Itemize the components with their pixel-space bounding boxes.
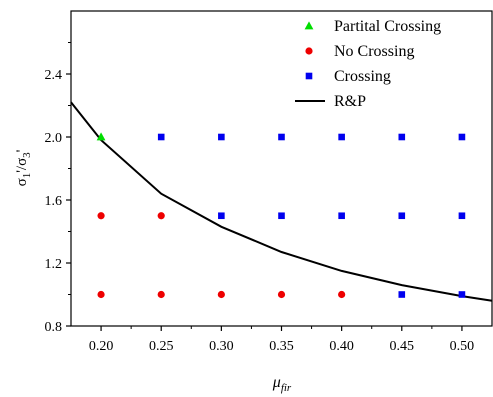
y-tick-label: 2.4 (45, 68, 63, 83)
x-tick-label: 0.20 (89, 339, 114, 354)
circle-data-point (217, 290, 225, 299)
square-data-point (278, 212, 285, 220)
y-tick-label: 0.8 (45, 320, 63, 335)
x-tick-label: 0.35 (269, 339, 294, 354)
x-tick-label: 0.40 (329, 339, 354, 354)
y-axis: 0.8 1.2 1.6 2.0 2.4 (45, 42, 71, 335)
legend-label: No Crossing (334, 43, 414, 60)
square-data-point (338, 133, 345, 141)
square-data-point (278, 133, 285, 141)
y-tick-label: 1.2 (45, 257, 63, 272)
square-data-point (458, 212, 466, 220)
y-tick-label: 2.0 (45, 131, 63, 146)
legend-triangle-symbol (304, 21, 314, 30)
circle-data-point (97, 212, 105, 220)
square-data-point (218, 212, 225, 220)
circle-data-point (157, 290, 165, 299)
square-data-point (338, 212, 345, 220)
circle-data-point (157, 212, 165, 220)
circle-data-point (97, 290, 105, 299)
x-tick-label: 0.30 (209, 339, 234, 354)
x-tick-label: 0.25 (149, 339, 174, 354)
x-tick-label: 0.45 (390, 339, 415, 354)
y-tick-label: 1.6 (45, 194, 63, 209)
square-data-point (398, 291, 406, 298)
circle-data-point (338, 290, 346, 299)
y-axis-title: σ1'/σ3' (14, 149, 33, 186)
square-data-point (398, 133, 406, 141)
triangle-data-point (96, 132, 106, 141)
x-tick-label: 0.50 (450, 339, 475, 354)
x-axis-title: μfir (272, 374, 292, 394)
legend-label: R&P (334, 93, 366, 110)
legend-label: Crossing (334, 68, 391, 85)
plot-area (70, 101, 493, 302)
legend-circle-symbol (305, 47, 313, 55)
legend: Partital Crossing No Crossing Crossing R&P (295, 18, 441, 110)
square-data-point (157, 133, 165, 141)
square-data-point (458, 291, 466, 298)
square-data-point (398, 212, 406, 220)
square-data-point (458, 133, 466, 141)
legend-square-symbol (305, 72, 313, 80)
circle-data-point (277, 290, 286, 299)
r-and-p-curve (70, 101, 493, 302)
legend-label: Partital Crossing (334, 18, 441, 35)
square-data-point (218, 133, 225, 141)
x-axis: 0.20 0.25 0.30 0.35 0.40 0.45 0.50 (89, 326, 474, 354)
